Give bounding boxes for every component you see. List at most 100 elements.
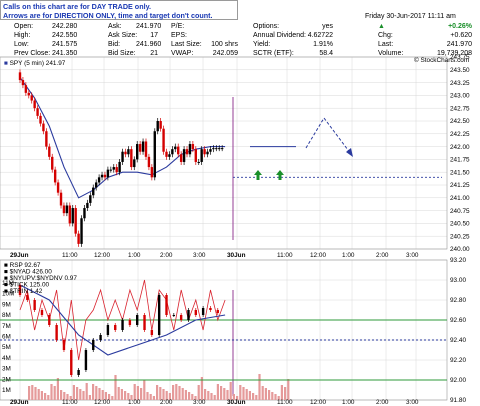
legend-square-icon: ■	[4, 60, 8, 67]
rsp-candle-body	[18, 285, 22, 295]
candle-body	[218, 148, 221, 150]
candle-body	[127, 149, 130, 155]
time-tick-label: 1:00	[128, 399, 141, 406]
time-tick-label: 1:00	[128, 252, 141, 259]
candle-body	[185, 149, 189, 155]
volume-bar	[194, 396, 197, 400]
time-tick-label: 3:00	[193, 399, 206, 406]
sctr-label: SCTR (ETF):	[253, 50, 294, 57]
volume-bar	[210, 393, 213, 400]
volume-bar	[274, 394, 277, 400]
volume-bar	[197, 385, 200, 400]
open-value: 242.280	[52, 23, 78, 30]
candle-body	[121, 151, 124, 162]
volume-bar	[242, 387, 245, 400]
time-tick-label: 1:00	[342, 252, 355, 259]
indicator-tick-label: 92.20	[450, 357, 466, 364]
rsp-candle-body	[165, 295, 168, 315]
volume-bar	[124, 391, 127, 400]
indicator-tick-label: 92.40	[450, 337, 466, 344]
bid-label: Bid:	[108, 41, 121, 48]
volume-bar	[120, 389, 123, 400]
volume-bar	[111, 396, 114, 400]
rsp-candle-body	[187, 310, 190, 320]
rsp-candle-body	[143, 315, 146, 330]
candle-body	[97, 177, 101, 183]
volume-tick-label: 4M	[2, 355, 11, 362]
price-tick-label: 243.75	[450, 54, 470, 61]
volume-tick-label: 3M	[2, 366, 11, 373]
rsp-candle-body	[194, 310, 197, 315]
candle-body	[112, 167, 115, 170]
volume-bar	[31, 385, 34, 400]
indicator-legend-item: ■ $TRIN 1.42	[4, 288, 43, 295]
volume-bar	[101, 390, 104, 400]
volume-bar	[188, 392, 191, 400]
candle-body	[156, 121, 159, 132]
candle-body	[191, 144, 195, 150]
rsp-candle-body	[157, 295, 161, 335]
volume-bar	[143, 380, 146, 400]
candle-body	[39, 115, 42, 124]
indicator-tick-label: 92.60	[450, 317, 466, 324]
volume-bar	[175, 384, 178, 400]
candle-body	[86, 202, 89, 209]
volume-tick-label: 10M	[2, 291, 14, 298]
time-tick-label: 2:00	[160, 252, 173, 259]
price-grid	[0, 56, 447, 400]
rsp-candle-body	[150, 330, 154, 335]
volume-bar	[88, 395, 91, 400]
price-tick-label: 242.50	[450, 118, 470, 125]
candle-body	[144, 141, 148, 157]
rsp-candle-body	[209, 308, 212, 310]
volume-bar	[40, 391, 43, 400]
candle-body	[115, 167, 118, 173]
candle-body	[56, 182, 60, 193]
volume-bar	[172, 385, 175, 400]
ask-size-label: Ask Size:	[108, 32, 138, 39]
indicator-legend-item: ■ $NYUPV:$NYDNV 0.97	[4, 275, 77, 282]
candle-body	[103, 174, 107, 178]
quote-datetime: Friday 30-Jun-2017 11:11 am	[365, 13, 456, 20]
volume-bar	[66, 394, 69, 400]
volume-bar	[117, 387, 120, 400]
volume-tick-label: 1M	[2, 387, 11, 394]
indicator-tick-label: 93.20	[450, 257, 466, 264]
candle-body	[68, 205, 72, 224]
last-size-value: 100 shrs	[211, 41, 238, 48]
price-tick-label: 240.00	[450, 246, 470, 253]
price-tick-label: 240.25	[450, 233, 470, 240]
volume-bar	[47, 395, 50, 400]
volume-bar	[207, 391, 210, 400]
candle-body	[171, 149, 174, 155]
vwap-value: 242.059	[212, 50, 238, 57]
candle-body	[77, 233, 80, 244]
time-tick-label: 11:00	[277, 399, 293, 406]
volume-bar	[149, 394, 152, 400]
indicator-legend-item: ■ $TICK 125.00	[4, 282, 50, 289]
volume-bar	[60, 390, 63, 400]
volume-bar	[229, 382, 232, 400]
volume-bar	[53, 386, 56, 400]
volume-bar	[79, 389, 82, 400]
volume-bar	[76, 387, 79, 400]
volume-bar	[268, 390, 271, 400]
candle-body	[65, 205, 69, 214]
projection-path	[305, 117, 352, 155]
volume-bar	[216, 384, 219, 400]
candle-body	[89, 195, 92, 203]
candle-body	[21, 80, 25, 86]
time-tick-label: 30Jun	[227, 252, 246, 259]
volume-bar	[37, 389, 40, 400]
up-arrow-icon: ▲	[378, 23, 385, 30]
candle-body	[30, 95, 33, 101]
candle-body	[62, 205, 66, 214]
last-size-label: Last Size:	[171, 41, 202, 48]
candle-body	[138, 144, 142, 152]
volume-bar	[140, 388, 143, 400]
time-tick-label: 2:00	[376, 252, 389, 259]
candle-body	[150, 167, 154, 178]
open-label: Open:	[14, 23, 34, 30]
prev-close-label: Prev Close:	[14, 50, 51, 57]
